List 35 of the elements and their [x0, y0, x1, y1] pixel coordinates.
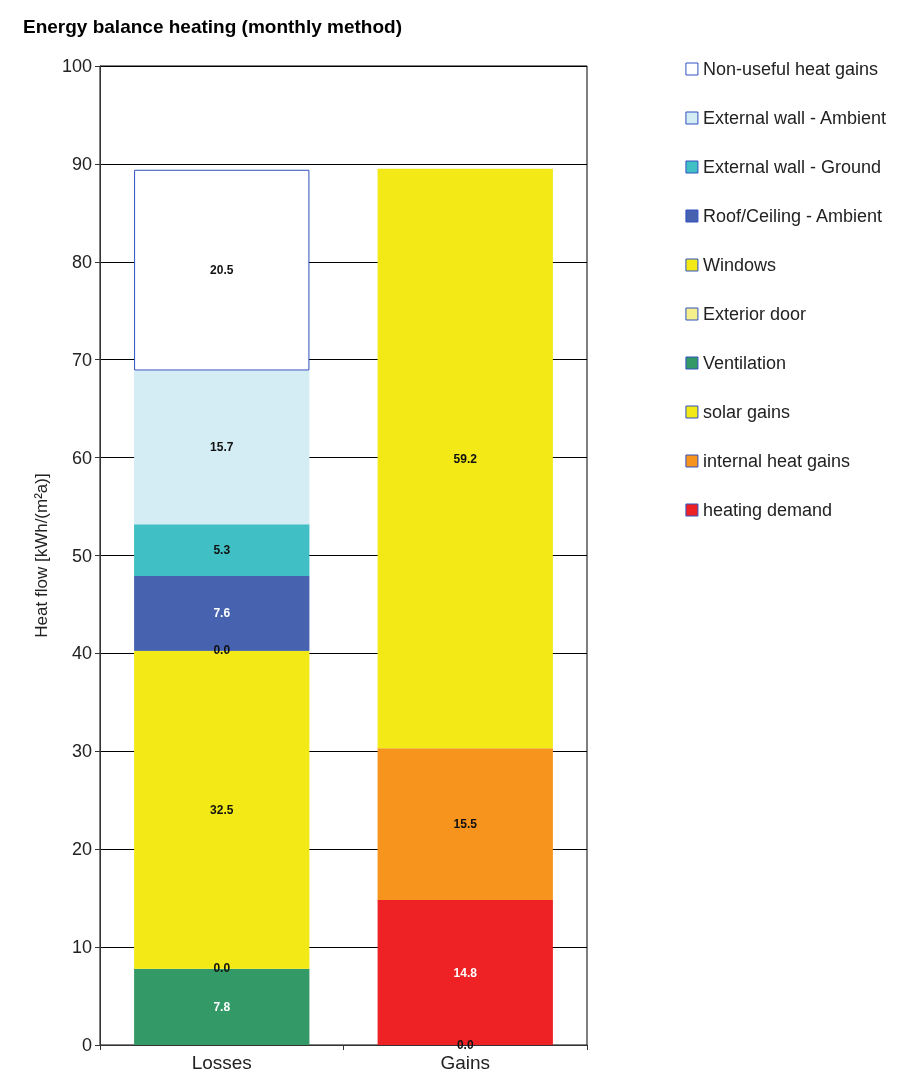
y-tick-label: 0 — [81, 1035, 92, 1055]
data-label: 5.3 — [213, 543, 231, 558]
y-tick-label: 30 — [71, 741, 92, 762]
y-tick-label: 60 — [71, 447, 92, 468]
y-tick-label: 80 — [71, 251, 92, 272]
y-tick-label: 20 — [71, 839, 92, 860]
y-tick-label: 40 — [71, 643, 92, 664]
legend-label: internal heat gains — [702, 451, 851, 471]
legend-label: solar gains — [702, 402, 790, 422]
data-label: 15.5 — [453, 817, 478, 832]
y-tick-label: 100 — [61, 56, 92, 76]
data-label: 15.7 — [210, 440, 234, 455]
legend-label: Roof/Ceiling - Ambient — [702, 206, 883, 226]
data-label: 59.2 — [453, 451, 478, 466]
x-tick-label: Gains — [440, 1052, 491, 1073]
legend-label: External wall - Ground — [702, 157, 882, 177]
y-tick-label: 10 — [71, 937, 92, 958]
y-tick-label: 70 — [71, 349, 92, 370]
data-label: 7.8 — [213, 999, 231, 1014]
legend-label: Windows — [702, 255, 776, 275]
legend-label: heating demand — [702, 500, 833, 520]
data-label: 32.5 — [210, 802, 234, 817]
legend-label: Ventilation — [702, 353, 787, 373]
legend-label: Exterior door — [702, 304, 806, 324]
y-axis-title: Heat flow [kWh/(m²a)] — [32, 473, 51, 638]
x-tick-label: Losses — [191, 1052, 252, 1073]
chart-title: Energy balance heating (monthly method) — [23, 16, 402, 37]
y-tick-label: 90 — [71, 153, 92, 174]
data-label: 20.5 — [210, 263, 234, 278]
data-label: 14.8 — [453, 965, 478, 980]
data-label: 0.0 — [456, 1037, 474, 1052]
y-tick-label: 50 — [71, 545, 92, 566]
legend-label: External wall - Ambient — [702, 108, 887, 128]
data-label: 7.6 — [213, 606, 231, 621]
legend-label: Non-useful heat gains — [702, 59, 879, 79]
